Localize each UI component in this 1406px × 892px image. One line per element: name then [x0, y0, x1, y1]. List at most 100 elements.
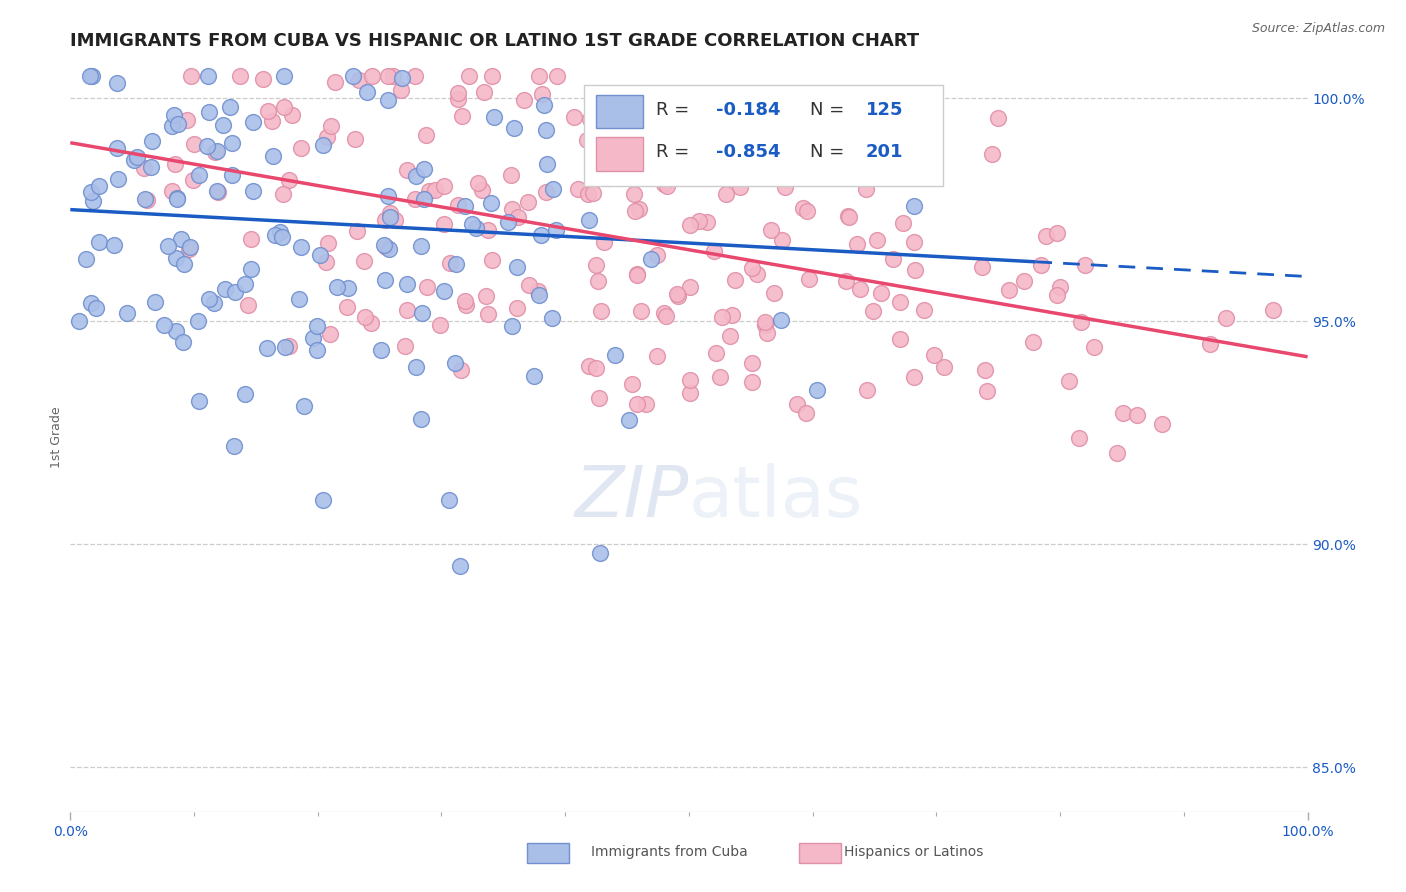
- Point: [623, 187, 645, 202]
- FancyBboxPatch shape: [583, 85, 942, 186]
- Point: [903, 235, 925, 249]
- Point: [628, 145, 651, 160]
- Point: [517, 277, 540, 292]
- Point: [307, 343, 329, 358]
- Point: [378, 205, 401, 219]
- Point: [688, 214, 710, 228]
- Point: [447, 198, 470, 212]
- Point: [134, 192, 156, 206]
- Point: [312, 493, 335, 508]
- Point: [450, 109, 472, 123]
- Point: [273, 69, 295, 83]
- Point: [404, 192, 426, 206]
- Point: [82, 194, 104, 209]
- Point: [541, 310, 564, 325]
- Point: [665, 287, 688, 301]
- Point: [176, 113, 198, 128]
- Point: [775, 180, 797, 194]
- Point: [575, 133, 598, 147]
- Point: [222, 439, 245, 453]
- Point: [770, 313, 793, 327]
- Point: [536, 157, 558, 171]
- Point: [389, 83, 412, 97]
- Point: [703, 244, 725, 259]
- Point: [233, 386, 256, 401]
- Point: [1126, 408, 1149, 422]
- Point: [429, 318, 451, 332]
- Point: [741, 356, 763, 370]
- Point: [115, 306, 138, 320]
- Point: [67, 314, 90, 328]
- Point: [806, 383, 828, 397]
- Point: [271, 187, 294, 202]
- Point: [278, 173, 301, 187]
- Point: [976, 384, 998, 398]
- Point: [127, 150, 149, 164]
- Point: [866, 233, 889, 247]
- Point: [375, 240, 398, 254]
- Point: [588, 392, 610, 406]
- Point: [506, 210, 529, 224]
- Point: [786, 397, 808, 411]
- Point: [586, 274, 609, 288]
- Point: [848, 282, 870, 296]
- Point: [1057, 374, 1080, 388]
- Point: [845, 237, 868, 252]
- Point: [256, 341, 278, 355]
- Point: [1046, 288, 1069, 302]
- Point: [166, 193, 188, 207]
- Point: [475, 288, 498, 302]
- FancyBboxPatch shape: [596, 95, 643, 128]
- Point: [496, 215, 519, 229]
- Point: [578, 186, 600, 201]
- Point: [173, 257, 195, 271]
- Point: [443, 356, 465, 370]
- Point: [546, 69, 568, 83]
- Point: [987, 111, 1010, 125]
- Point: [1150, 417, 1173, 431]
- Text: Immigrants from Cuba: Immigrants from Cuba: [591, 845, 747, 859]
- Point: [89, 235, 111, 249]
- Point: [585, 361, 607, 376]
- Point: [527, 285, 550, 299]
- Point: [679, 373, 702, 387]
- Point: [278, 338, 301, 352]
- Point: [714, 187, 737, 202]
- Point: [84, 301, 107, 316]
- Point: [197, 69, 219, 83]
- Point: [413, 162, 436, 177]
- Point: [336, 300, 359, 314]
- Point: [187, 314, 209, 328]
- Point: [139, 161, 162, 175]
- Point: [207, 185, 229, 199]
- Point: [720, 328, 742, 343]
- Point: [501, 202, 523, 216]
- Point: [1046, 226, 1069, 240]
- Point: [546, 222, 568, 236]
- Point: [464, 220, 486, 235]
- Point: [378, 243, 401, 257]
- Point: [273, 100, 295, 114]
- Point: [759, 223, 782, 237]
- Point: [747, 267, 769, 281]
- Point: [855, 383, 877, 397]
- Point: [506, 260, 529, 274]
- Point: [621, 377, 644, 392]
- Point: [972, 260, 994, 275]
- Point: [437, 492, 460, 507]
- Point: [870, 285, 893, 300]
- Point: [290, 141, 312, 155]
- Point: [290, 239, 312, 253]
- Point: [763, 286, 786, 301]
- Point: [513, 94, 536, 108]
- Point: [754, 318, 776, 332]
- Point: [458, 69, 481, 83]
- Point: [207, 185, 229, 199]
- Point: [891, 216, 914, 230]
- Point: [411, 305, 433, 319]
- Point: [316, 235, 339, 250]
- Point: [135, 193, 157, 207]
- Point: [319, 119, 342, 133]
- Point: [172, 334, 194, 349]
- Point: [479, 196, 502, 211]
